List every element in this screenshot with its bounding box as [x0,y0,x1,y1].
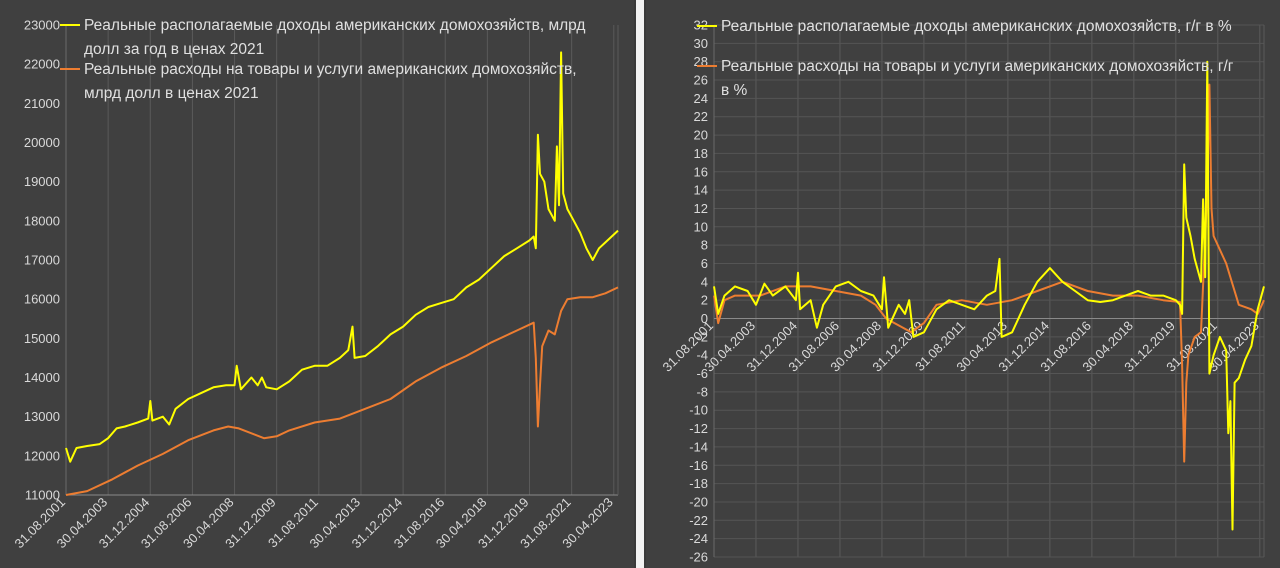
left-chart: 11000 12000 13000 14000 15000 16000 17000 18000… [11,17,619,552]
y-tick-labels: -26-24-22-20-18-16-14-12-10-8-6-4-202468… [689,18,708,565]
legend: Реальные располагаемые доходы американск… [60,17,585,102]
legend-label-0: долл за год в ценах 2021 [84,41,264,58]
y-tick-label: 4 [701,274,708,289]
y-tick-label: 11000 [25,488,60,503]
y-tick-label: 17000 [24,253,60,268]
y-tick-label: 6 [701,256,708,271]
y-tick-label: -16 [689,458,708,473]
grid [65,25,619,496]
series-line-0 [713,60,1265,531]
legend-label-0: Реальные располагаемые доходы американск… [721,18,1232,35]
y-tick-label: -24 [689,531,708,546]
y-tick-label: 26 [694,73,708,88]
legend: Реальные располагаемые доходы американск… [697,18,1234,99]
legend-label-0: Реальные располагаемые доходы американск… [84,17,585,34]
y-tick-label: 20000 [24,135,60,150]
y-tick-label: 2 [701,293,708,308]
y-tick-label: 12 [694,201,708,216]
legend-label-1: Реальные расходы на товары и услуги амер… [721,58,1234,75]
y-tick-label: 16000 [24,292,60,307]
y-tick-label: 20 [694,128,708,143]
y-tick-label: 16 [694,164,708,179]
x-tick-labels: 31.08.200130.04.200331.12.200431.08.2006… [11,495,615,552]
y-tick-label: 12000 [24,448,60,463]
y-tick-label: 22 [694,109,708,124]
y-tick-label: 13000 [24,409,60,424]
panel-divider [636,0,644,568]
y-tick-label: -20 [689,494,708,509]
y-tick-label: 10 [694,219,708,234]
y-tick-label: -12 [689,421,708,436]
y-tick-label: 19000 [24,174,60,189]
y-tick-label: 14 [694,183,708,198]
y-tick-label: -6 [696,366,708,381]
y-tick-label: 15000 [24,331,60,346]
y-tick-label: -4 [696,348,708,363]
series-line-1 [65,286,619,496]
series-line-1 [713,83,1265,463]
series-line-0 [65,51,619,463]
y-tick-label: -10 [689,403,708,418]
y-tick-label: 23000 [24,18,60,33]
y-tick-label: 18000 [24,213,60,228]
y-tick-label: -18 [689,476,708,491]
legend-label-1: млрд долл в ценах 2021 [84,85,259,102]
right-chart-panel: -26 -24 -22 -20 -18 -16 -14 -12 -10 -8 -6 -4 -2 0 2 4 6 8… [646,0,1280,568]
legend-label-1: Реальные расходы на товары и услуги амер… [84,61,577,78]
y-tick-label: -14 [689,439,708,454]
y-tick-label: 14000 [24,370,60,385]
x-tick-labels: 31.08.200130.04.200331.12.200431.08.2006… [659,318,1261,375]
grid [713,24,1265,558]
y-tick-label: 8 [701,238,708,253]
y-tick-labels: 11000 12000 13000 14000 15000 16000 17000 18000… [24,18,60,503]
y-tick-label: -22 [689,513,708,528]
y-tick-label: 21000 [24,96,60,111]
y-tick-label: 18 [694,146,708,161]
y-tick-label: 30 [694,36,708,51]
y-tick-label: -2 [696,329,708,344]
legend-label-1: в % [721,82,748,99]
right-chart: -26-24-22-20-18-16-14-12-10-8-6-4-202468… [659,18,1265,565]
y-tick-label: 0 [701,311,708,326]
left-chart-panel: 11000 12000 13000 14000 15000 16000 17000 18000… [0,0,634,568]
y-tick-label: 24 [694,91,708,106]
y-tick-label: -8 [696,384,708,399]
y-tick-label: 22000 [24,57,60,72]
y-tick-label: -26 [689,550,708,565]
